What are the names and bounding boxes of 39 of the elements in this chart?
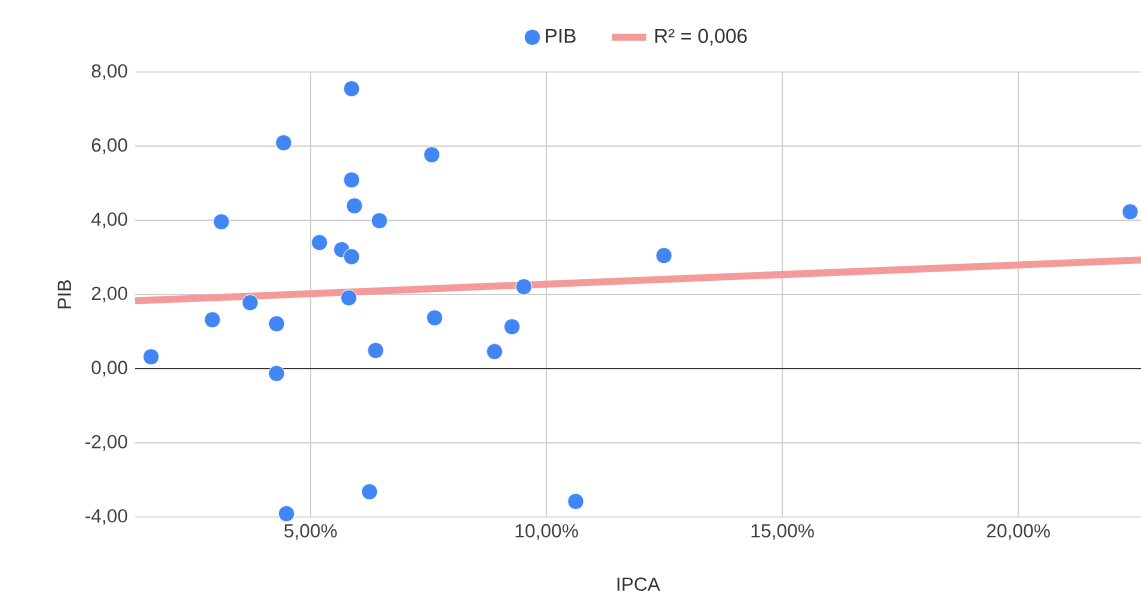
x-tick-label: 5,00% [284,524,337,540]
x-tick-label: 20,00% [987,524,1050,540]
x-tick-label: 15,00% [751,524,814,540]
point [343,248,360,266]
point [371,212,388,230]
point [486,343,503,360]
x-tick-label: 10,00% [515,524,578,540]
point [515,278,533,296]
point [268,315,285,333]
point [503,318,521,336]
y-axis-title: PIB [57,280,71,309]
point [142,348,160,366]
point [346,197,363,215]
y-tick-label: 0,00 [91,360,128,377]
point [212,213,230,231]
point [268,365,285,382]
point [343,80,360,98]
legend-label: R² = 0,006 [655,28,747,46]
point [361,483,378,501]
point [311,234,328,251]
point [241,294,259,312]
point [278,505,295,523]
point [203,311,221,329]
point [655,247,673,264]
point [343,171,360,189]
point [426,309,444,327]
y-tick-label: -4,00 [85,509,128,525]
y-tick-label: 2,00 [91,286,128,303]
point [423,146,441,164]
legend-label: PIB [545,28,576,43]
y-tick-label: 8,00 [91,64,128,80]
point [567,493,585,510]
y-tick-label: 6,00 [91,138,128,155]
point [367,342,385,359]
x-axis-title: IPCA [617,577,661,591]
point [340,289,358,307]
y-tick-label: -2,00 [85,434,128,451]
point [275,134,293,152]
y-tick-label: 4,00 [91,212,128,229]
